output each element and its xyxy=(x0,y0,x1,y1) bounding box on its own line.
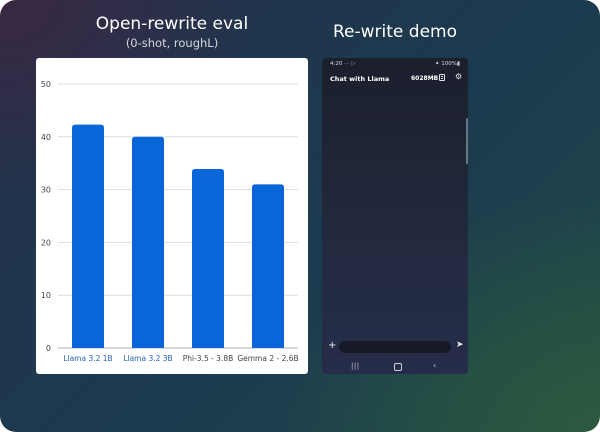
chart-heading: Open-rewrite eval xyxy=(95,14,249,34)
message-input[interactable] xyxy=(339,341,451,353)
bar xyxy=(72,124,104,348)
status-time: 4:20 xyxy=(330,61,343,67)
x-tick-label: Llama 3.2 1B xyxy=(63,354,112,363)
demo-heading: Re-write demo xyxy=(333,22,457,42)
status-bar: 4:20 ⋯ ▷ ✦ 100%▮ xyxy=(322,58,468,70)
y-tick-label: 50 xyxy=(41,80,51,89)
home-icon[interactable] xyxy=(394,363,402,371)
bar xyxy=(192,169,224,348)
gear-icon[interactable]: ⚙ xyxy=(455,72,463,81)
send-icon[interactable]: ➤ xyxy=(456,340,464,350)
recents-icon[interactable]: ||| xyxy=(351,362,360,370)
y-tick-label: 10 xyxy=(41,291,51,300)
navigation-bar: ||| ‹ xyxy=(322,360,468,374)
x-tick-label: Llama 3.2 3B xyxy=(123,354,172,363)
x-tick-label: Phi-3.5 - 3.8B xyxy=(183,354,234,363)
chart-card: 0 10 20 30 40 50 Llama 3.2 1B Llama 3.2 3B Phi-3… xyxy=(36,58,308,374)
bar xyxy=(132,136,164,348)
y-tick-label: 40 xyxy=(41,133,51,142)
document-icon[interactable] xyxy=(439,74,445,81)
y-tick-label: 20 xyxy=(41,238,51,247)
phone-screen: 4:20 ⋯ ▷ ✦ 100%▮ Chat with Llama 6028MB … xyxy=(322,58,468,374)
bar-chart: 0 10 20 30 40 50 Llama 3.2 1B Llama 3.2 3B Phi-3… xyxy=(41,80,299,363)
y-tick-label: 30 xyxy=(41,186,51,195)
plus-icon[interactable]: + xyxy=(328,340,337,351)
back-icon[interactable]: ‹ xyxy=(433,361,437,370)
y-tick-label: 0 xyxy=(46,344,51,353)
chart-subheading: (0-shot, roughL) xyxy=(125,36,219,50)
memory-usage: 6028MB xyxy=(411,75,439,82)
x-tick-label: Gemma 2 - 2.6B xyxy=(237,354,298,363)
battery-status: ✦ 100%▮ xyxy=(434,61,460,67)
app-title: Chat with Llama xyxy=(330,75,390,83)
chat-scrollbar[interactable] xyxy=(466,118,468,164)
bar xyxy=(252,184,284,348)
status-indicators: ⋯ ▷ xyxy=(344,61,356,67)
